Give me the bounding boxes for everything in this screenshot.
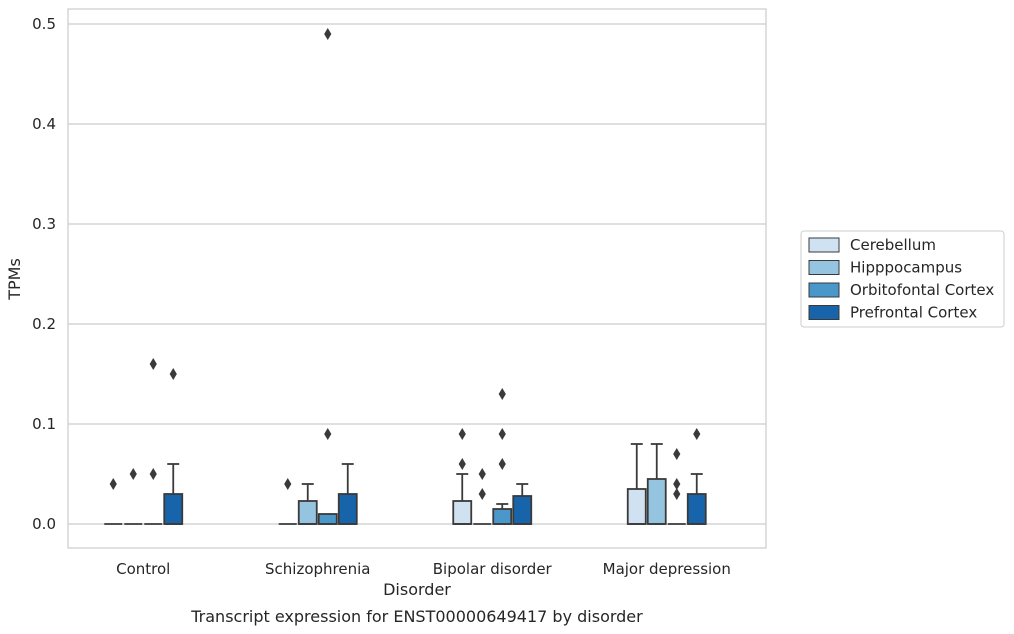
outlier-point	[458, 458, 466, 470]
legend-label: Hipppocampus	[850, 259, 962, 277]
outlier-point	[284, 478, 292, 490]
legend-label: Prefrontal Cortex	[850, 304, 977, 322]
box-group	[492, 388, 513, 525]
outlier-point	[324, 28, 332, 40]
outlier-point	[149, 468, 157, 480]
outlier-point	[129, 468, 137, 480]
legend-label: Cerebellum	[850, 236, 936, 254]
box-group	[452, 428, 473, 525]
box-group	[297, 483, 318, 525]
chart-caption: Transcript expression for ENST0000064941…	[190, 607, 643, 626]
box-group	[512, 483, 533, 525]
box-group	[144, 358, 163, 525]
box-group	[317, 28, 338, 525]
legend-frame	[800, 230, 1005, 328]
outlier-point	[109, 478, 117, 490]
x-tick-label: Control	[116, 560, 170, 578]
box-group	[104, 478, 123, 525]
box-group	[337, 463, 358, 525]
outlier-point	[498, 428, 506, 440]
gridlines	[68, 23, 766, 525]
box-group	[667, 448, 686, 525]
outlier-point	[673, 488, 681, 500]
y-tick-label: 0.3	[32, 215, 56, 233]
outlier-point	[324, 428, 332, 440]
x-tick-label: Schizophrenia	[265, 560, 370, 578]
y-tick-label: 0.0	[32, 515, 56, 533]
x-tick-label: Bipolar disorder	[433, 560, 553, 578]
x-axis-label: Disorder	[383, 580, 451, 599]
legend-label: Orbitofontal Cortex	[850, 281, 994, 299]
legend: Cerebellum Hipppocampus Orbitofontal Corte…	[800, 230, 1005, 328]
box-group	[646, 443, 667, 525]
outlier-point	[498, 458, 506, 470]
y-tick-label: 0.2	[32, 315, 56, 333]
outlier-point	[673, 478, 681, 490]
x-tick-label: Major depression	[603, 560, 731, 578]
outlier-point	[478, 488, 486, 500]
x-axis-ticks: Control Schizophrenia Bipolar disorder Majo…	[116, 560, 731, 578]
y-axis-label: TPMs	[5, 258, 24, 301]
box	[337, 493, 358, 525]
outlier-point	[498, 388, 506, 400]
y-tick-label: 0.1	[32, 415, 56, 433]
legend-swatch	[808, 260, 840, 275]
box-group	[163, 368, 184, 525]
outlier-point	[693, 428, 701, 440]
legend-swatch	[808, 282, 840, 298]
box-group	[473, 468, 492, 525]
box	[452, 500, 473, 525]
box	[163, 493, 184, 525]
outlier-point	[149, 358, 157, 370]
outlier-point	[478, 468, 486, 480]
legend-swatch	[808, 237, 840, 253]
box	[297, 500, 318, 525]
box-group	[626, 443, 647, 525]
box	[686, 493, 707, 525]
outlier-point	[169, 368, 177, 380]
y-tick-label: 0.4	[32, 115, 56, 133]
box	[317, 513, 338, 525]
box	[492, 508, 513, 525]
plot-area-frame	[67, 8, 767, 549]
outlier-point	[458, 428, 466, 440]
legend-swatch	[808, 305, 840, 320]
y-axis-ticks: 0.0 0.1 0.2 0.3 0.4 0.5	[32, 15, 56, 533]
y-tick-label: 0.5	[32, 15, 56, 33]
boxes	[104, 28, 707, 525]
box-group	[686, 428, 707, 525]
box-group	[124, 468, 143, 525]
box	[646, 478, 667, 525]
outlier-point	[673, 448, 681, 460]
box	[512, 495, 533, 525]
box	[626, 488, 647, 525]
box-group	[278, 478, 297, 525]
